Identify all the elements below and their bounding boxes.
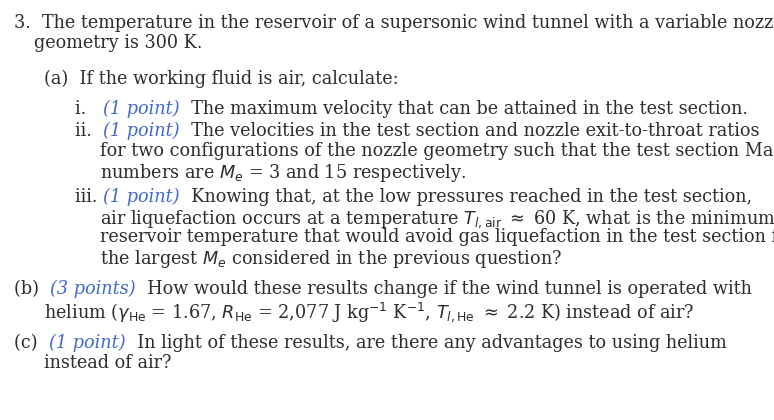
- Text: (1 point): (1 point): [49, 334, 125, 352]
- Text: In light of these results, are there any advantages to using helium: In light of these results, are there any…: [125, 334, 726, 352]
- Text: (1 point): (1 point): [103, 122, 180, 140]
- Text: iii.: iii.: [75, 188, 103, 206]
- Text: air liquefaction occurs at a temperature $T_{l,\mathrm{air}}$ $\approx$ 60 K, wh: air liquefaction occurs at a temperature…: [100, 208, 774, 230]
- Text: (1 point): (1 point): [103, 188, 180, 206]
- Text: i.: i.: [75, 100, 103, 118]
- Text: (b): (b): [14, 280, 50, 298]
- Text: (c): (c): [14, 334, 49, 352]
- Text: (a)  If the working fluid is air, calculate:: (a) If the working fluid is air, calcula…: [44, 70, 399, 88]
- Text: numbers are $M_e$ = 3 and 15 respectively.: numbers are $M_e$ = 3 and 15 respectivel…: [100, 162, 466, 184]
- Text: (1 point): (1 point): [103, 100, 180, 118]
- Text: the largest $M_e$ considered in the previous question?: the largest $M_e$ considered in the prev…: [100, 248, 562, 270]
- Text: reservoir temperature that would avoid gas liquefaction in the test section for: reservoir temperature that would avoid g…: [100, 228, 774, 246]
- Text: geometry is 300 K.: geometry is 300 K.: [34, 34, 202, 52]
- Text: The maximum velocity that can be attained in the test section.: The maximum velocity that can be attaine…: [180, 100, 748, 118]
- Text: (3 points): (3 points): [50, 280, 136, 298]
- Text: instead of air?: instead of air?: [44, 354, 172, 372]
- Text: The velocities in the test section and nozzle exit-to-throat ratios: The velocities in the test section and n…: [180, 122, 759, 140]
- Text: Knowing that, at the low pressures reached in the test section,: Knowing that, at the low pressures reach…: [180, 188, 752, 206]
- Text: ii.: ii.: [75, 122, 103, 140]
- Text: 3.  The temperature in the reservoir of a supersonic wind tunnel with a variable: 3. The temperature in the reservoir of a…: [14, 14, 774, 32]
- Text: for two configurations of the nozzle geometry such that the test section Mach: for two configurations of the nozzle geo…: [100, 142, 774, 160]
- Text: helium ($\gamma_{\mathrm{He}}$ = 1.67, $R_{\mathrm{He}}$ = 2,077 J kg$^{-1}$ K$^: helium ($\gamma_{\mathrm{He}}$ = 1.67, $…: [44, 300, 694, 324]
- Text: How would these results change if the wind tunnel is operated with: How would these results change if the wi…: [136, 280, 752, 298]
